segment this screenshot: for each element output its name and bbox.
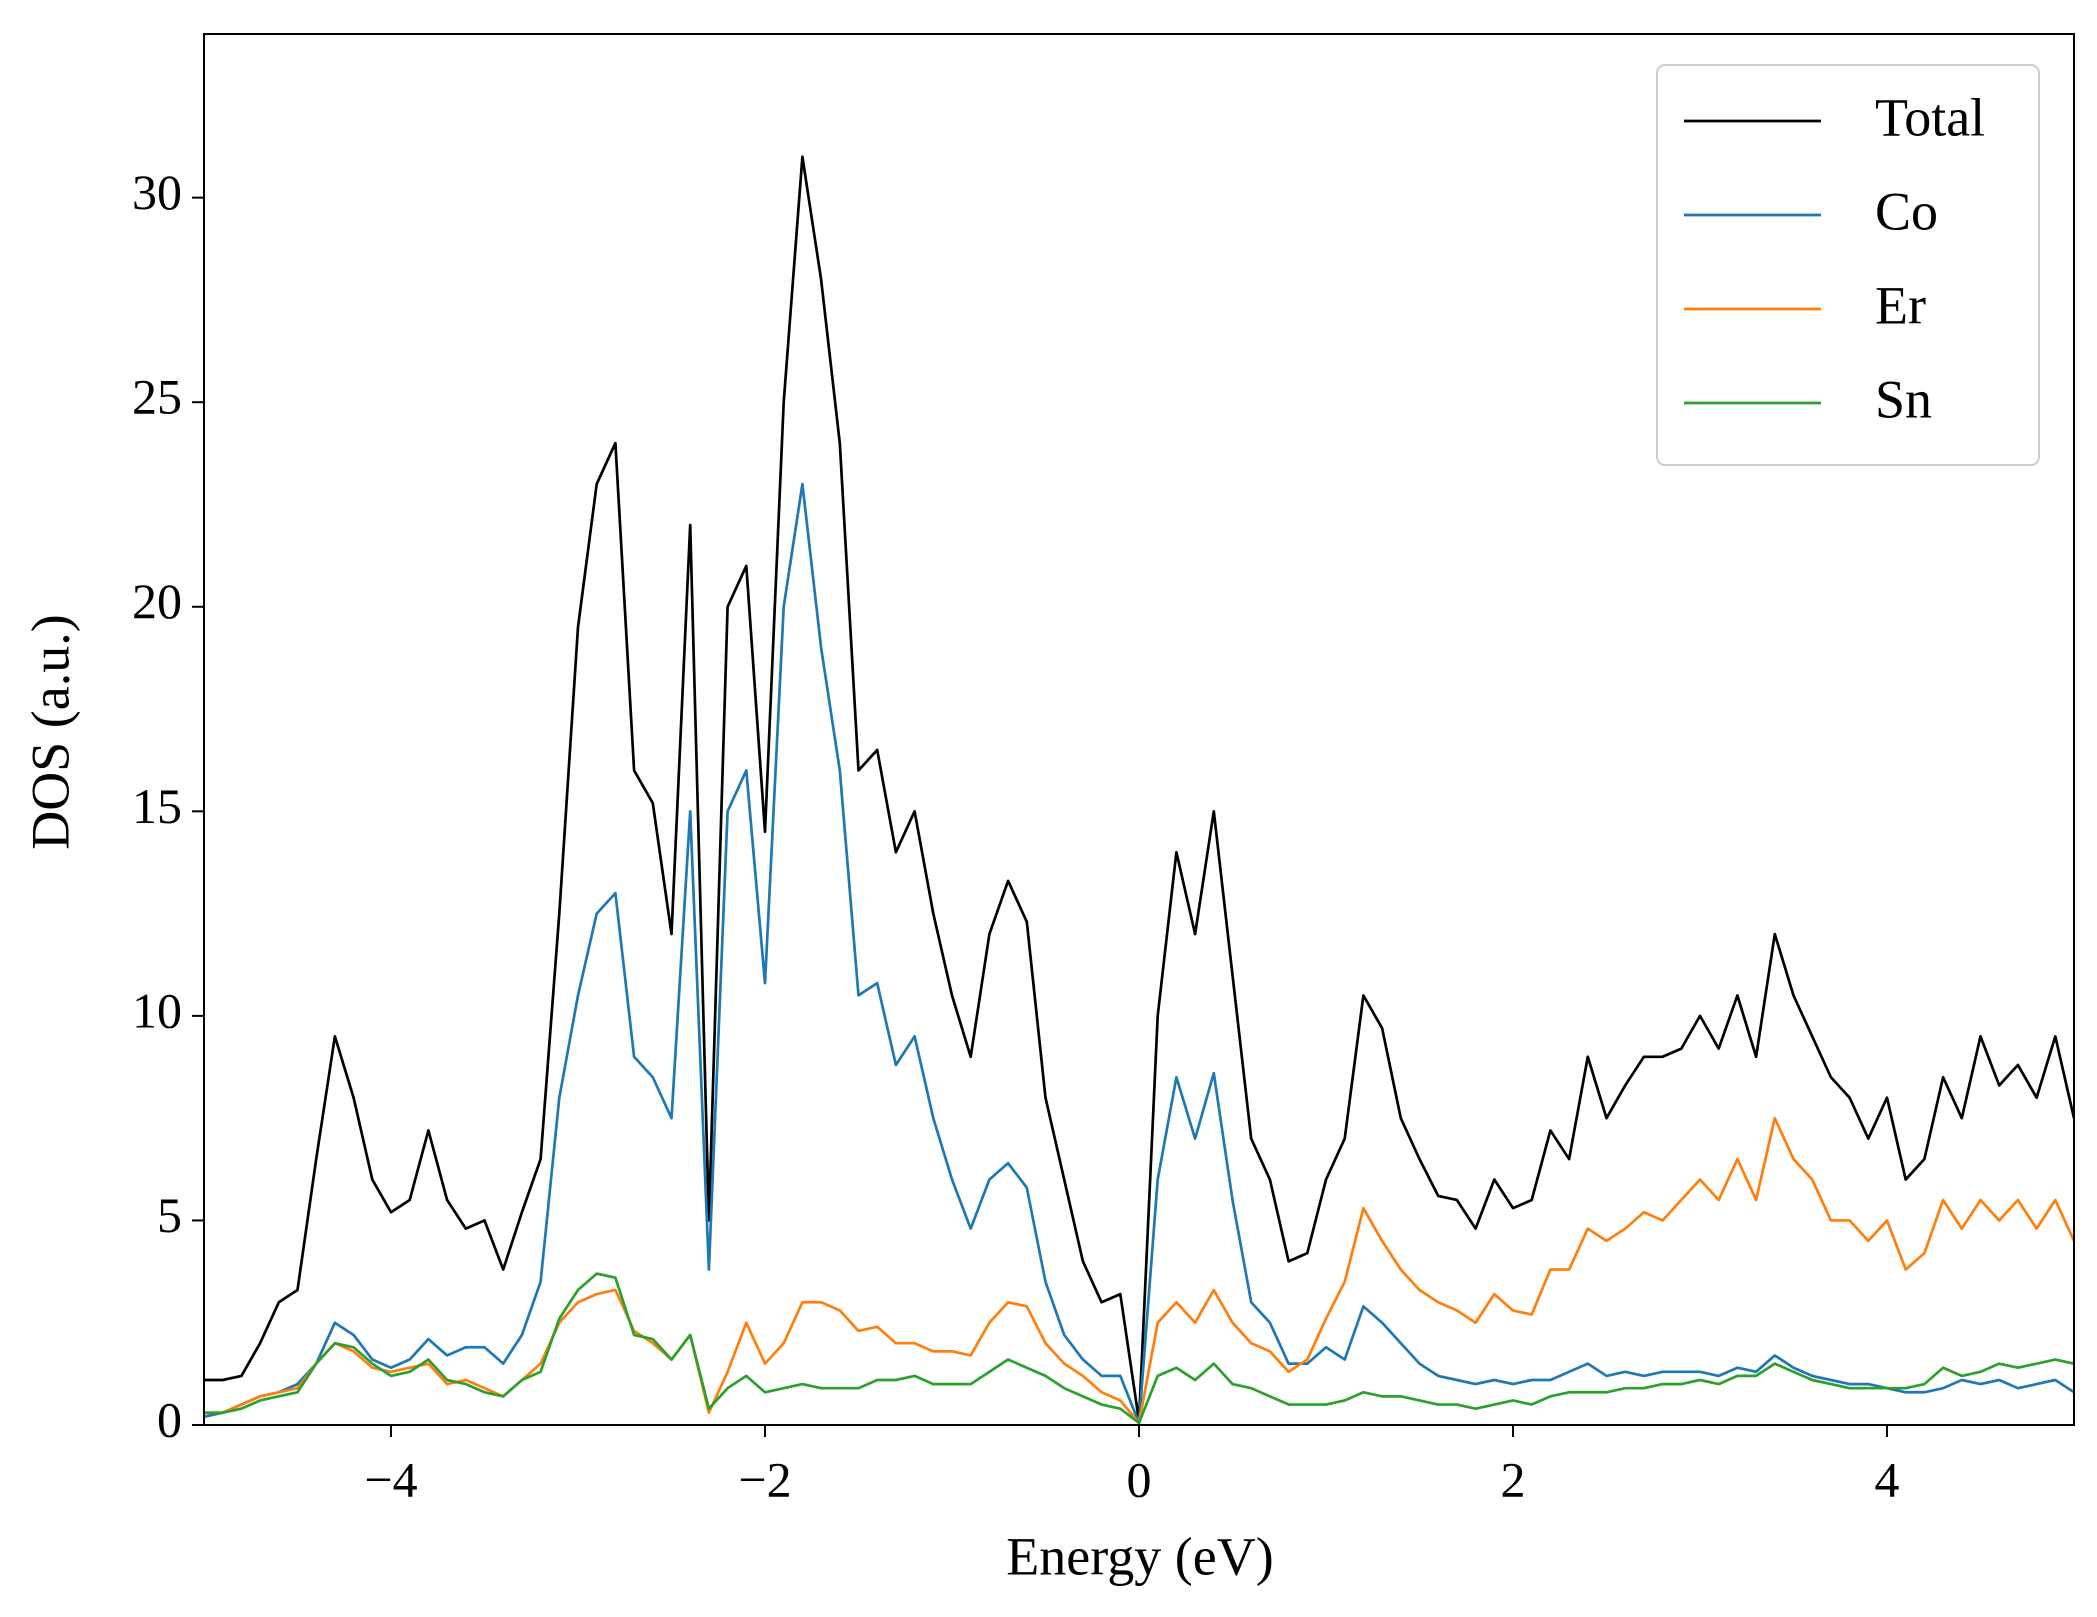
x-tick-label: −4 [364, 1451, 417, 1507]
y-tick-label: 10 [132, 982, 182, 1038]
y-tick-label: 20 [132, 573, 182, 629]
x-tick-label: −2 [738, 1451, 791, 1507]
legend-label: Er [1875, 275, 1926, 335]
y-tick-label: 30 [132, 164, 182, 220]
x-tick-label: 4 [1875, 1451, 1900, 1507]
plot-area [204, 155, 2074, 1425]
x-tick-label: 0 [1127, 1451, 1152, 1507]
legend-label: Total [1875, 87, 1985, 147]
plot-frame [203, 33, 2075, 1426]
y-tick-label: 25 [132, 369, 182, 425]
legend-label: Sn [1875, 369, 1932, 429]
legend-label: Co [1875, 181, 1938, 241]
y-tick-label: 5 [157, 1187, 182, 1243]
y-tick-label: 0 [157, 1391, 182, 1447]
x-axis-label: Energy (eV) [1006, 1526, 1273, 1586]
series-line [204, 1272, 2074, 1425]
y-tick-label: 15 [132, 778, 182, 834]
y-axis-label: DOS (a.u.) [20, 614, 80, 849]
legend-box [1656, 64, 2040, 466]
x-tick-label: 2 [1501, 1451, 1526, 1507]
